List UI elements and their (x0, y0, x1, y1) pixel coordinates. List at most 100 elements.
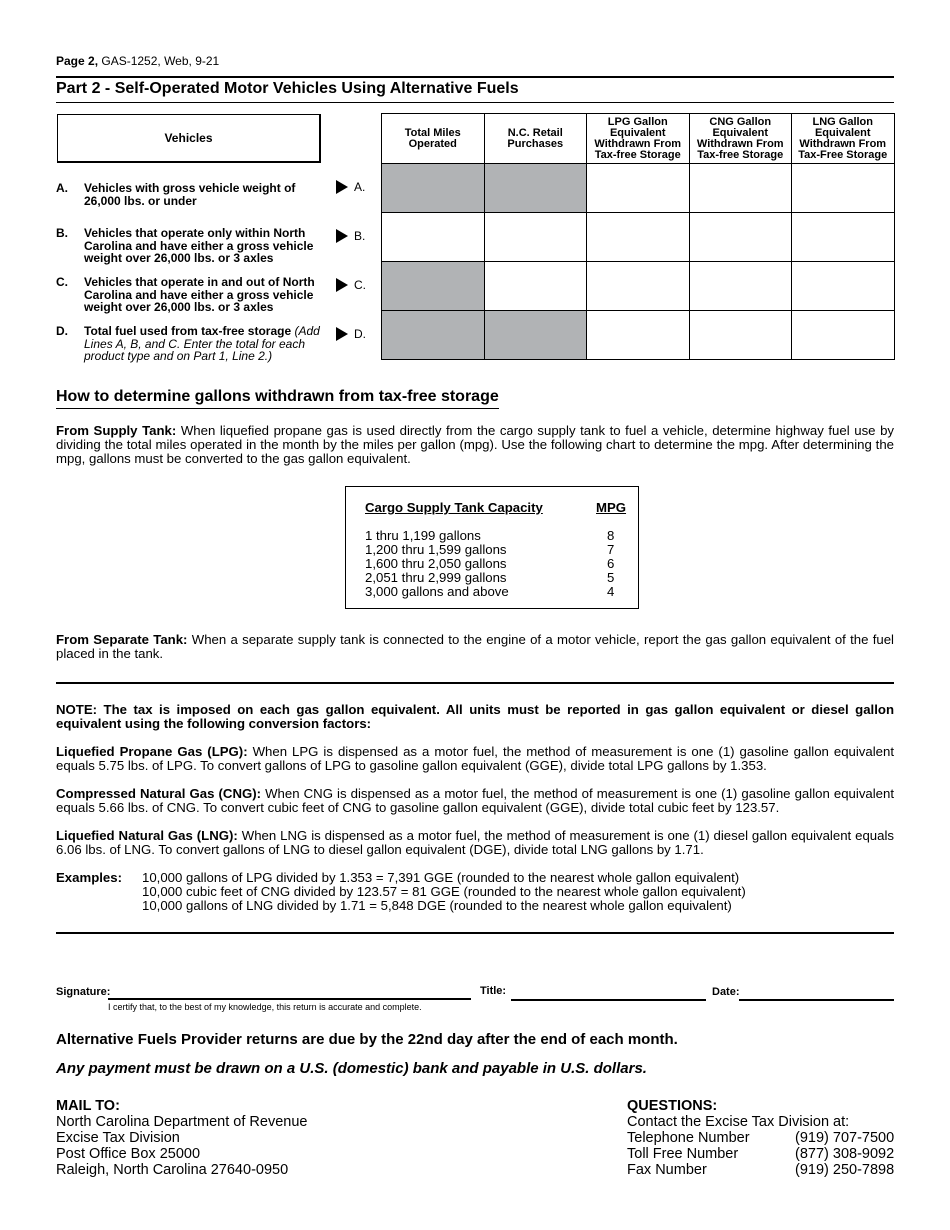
table-row (381, 163, 895, 213)
line-text: Total fuel used from tax-free storage (84, 324, 292, 338)
shaded-cell (483, 310, 587, 360)
mpg-row: 1,200 thru 1,599 gallons 7 (365, 543, 625, 557)
column-header: CNG Gallon Equivalent Withdrawn From Tax… (688, 113, 792, 164)
example-cng: 10,000 cubic feet of CNG divided by 123.… (142, 884, 746, 899)
capacity-range: 2,051 thru 2,999 gallons (365, 570, 507, 585)
contact-label: Fax Number (627, 1162, 707, 1178)
vehicles-header: Vehicles (57, 114, 321, 163)
title-field[interactable] (511, 999, 706, 1001)
phone-number: (877) 308-9092 (795, 1146, 895, 1162)
entry-cell[interactable] (791, 212, 895, 262)
mpg-row: 1,600 thru 2,050 gallons 6 (365, 557, 625, 571)
divider (56, 76, 894, 78)
marker-label: D. (354, 327, 366, 341)
mpg-value: 6 (607, 556, 615, 571)
due-notice: Alternative Fuels Provider returns are d… (56, 1031, 678, 1048)
entry-cell[interactable] (688, 261, 792, 311)
howto-title: How to determine gallons withdrawn from … (56, 388, 499, 409)
arrow-right-icon (336, 327, 348, 341)
date-field[interactable] (739, 999, 894, 1001)
mpg-row: 1 thru 1,199 gallons 8 (365, 529, 625, 543)
entry-cell[interactable] (586, 163, 690, 213)
example-lng: 10,000 gallons of LNG divided by 1.71 = … (142, 898, 732, 913)
mpg-value: 8 (607, 528, 615, 543)
entry-cell[interactable] (586, 310, 690, 360)
title-label: Title: (480, 985, 507, 997)
entry-cell[interactable] (586, 212, 690, 262)
examples: Examples: 10,000 gallons of LPG divided … (56, 871, 894, 913)
line-c-description: C. Vehicles that operate in and out of No… (56, 276, 326, 314)
arrow-right-icon (336, 180, 348, 194)
date-label: Date: (712, 986, 740, 998)
mpg-value: 4 (607, 584, 615, 599)
contact-row: Fax Number (919) 250-7898 (627, 1162, 907, 1178)
cng-paragraph: Compressed Natural Gas (CNG): When CNG i… (56, 786, 895, 815)
supply-tank-paragraph: From Supply Tank: When liquefied propane… (56, 423, 894, 466)
entry-cell[interactable] (381, 212, 485, 262)
entry-cell[interactable] (483, 212, 587, 262)
column-header: Total Miles Operated (381, 113, 485, 164)
divider (56, 102, 894, 103)
line-letter: B. (56, 226, 68, 240)
column-header: LPG Gallon Equivalent Withdrawn From Tax… (586, 113, 690, 164)
capacity-range: 1 thru 1,199 gallons (365, 528, 481, 543)
capacity-range: 3,000 gallons and above (365, 584, 509, 599)
fuel-table: Total Miles Operated N.C. Retail Purchase… (381, 113, 895, 360)
line-letter: C. (56, 275, 68, 289)
marker-label: A. (354, 180, 366, 194)
entry-cell[interactable] (586, 261, 690, 311)
line-marker: C. (336, 278, 366, 292)
line-a-description: A. Vehicles with gross vehicle weight of … (56, 182, 326, 207)
capacity-header: Cargo Supply Tank Capacity (365, 500, 543, 515)
line-b-description: B. Vehicles that operate only within Nort… (56, 227, 326, 265)
contact-label: Telephone Number (627, 1130, 750, 1146)
capacity-range: 1,600 thru 2,050 gallons (365, 556, 507, 571)
separate-tank-paragraph: From Separate Tank: When a separate supp… (56, 632, 894, 661)
entry-cell[interactable] (791, 261, 895, 311)
line-text: Vehicles that operate only within North … (84, 226, 314, 265)
lpg-paragraph: Liquefied Propane Gas (LPG): When LPG is… (56, 744, 894, 773)
table-row (381, 261, 895, 311)
entry-cell[interactable] (791, 310, 895, 360)
table-row (381, 212, 895, 262)
shaded-cell (381, 261, 485, 311)
phone-number: (919) 707-7500 (795, 1130, 895, 1146)
shaded-cell (483, 163, 587, 213)
entry-cell[interactable] (688, 212, 792, 262)
arrow-right-icon (336, 278, 348, 292)
line-note: (Add Lines A, B, and C. Enter the total … (84, 324, 320, 363)
column-header: N.C. Retail Purchases (483, 113, 587, 164)
entry-cell[interactable] (791, 163, 895, 213)
questions: QUESTIONS: Contact the Excise Tax Divisi… (627, 1098, 907, 1178)
line-text: Vehicles with gross vehicle weight of 26… (84, 181, 296, 208)
arrow-right-icon (336, 229, 348, 243)
line-d-description: D. Total fuel used from tax-free storage … (56, 325, 326, 363)
certify-text: I certify that, to the best of my knowle… (108, 1002, 422, 1012)
contact-label: Toll Free Number (627, 1146, 739, 1162)
column-header: LNG Gallon Equivalent Withdrawn From Tax… (791, 113, 895, 164)
signature-field[interactable] (108, 998, 471, 1000)
line-marker: A. (336, 180, 365, 194)
mpg-row: 3,000 gallons and above 4 (365, 585, 625, 599)
marker-label: C. (354, 278, 366, 292)
entry-cell[interactable] (483, 261, 587, 311)
example-lpg: 10,000 gallons of LPG divided by 1.353 =… (142, 870, 740, 885)
divider (56, 932, 894, 934)
marker-label: B. (354, 229, 366, 243)
line-letter: D. (56, 324, 68, 338)
mpg-row: 2,051 thru 2,999 gallons 5 (365, 571, 625, 585)
mpg-header: MPG (596, 500, 627, 515)
shaded-cell (381, 163, 485, 213)
payment-notice: Any payment must be drawn on a U.S. (dom… (56, 1060, 647, 1077)
note-paragraph: NOTE: The tax is imposed on each gas gal… (56, 702, 894, 731)
shaded-cell (381, 310, 485, 360)
line-marker: D. (336, 327, 366, 341)
mail-to: MAIL TO: North Carolina Department of Re… (56, 1098, 308, 1178)
capacity-range: 1,200 thru 1,599 gallons (365, 542, 507, 557)
contact-row: Telephone Number (919) 707-7500 (627, 1130, 907, 1146)
entry-cell[interactable] (688, 163, 792, 213)
phone-number: (919) 250-7898 (795, 1162, 895, 1178)
entry-cell[interactable] (688, 310, 792, 360)
contact-row: Toll Free Number (877) 308-9092 (627, 1146, 907, 1162)
page-header: Page 2, GAS-1252, Web, 9-21 (56, 54, 220, 68)
